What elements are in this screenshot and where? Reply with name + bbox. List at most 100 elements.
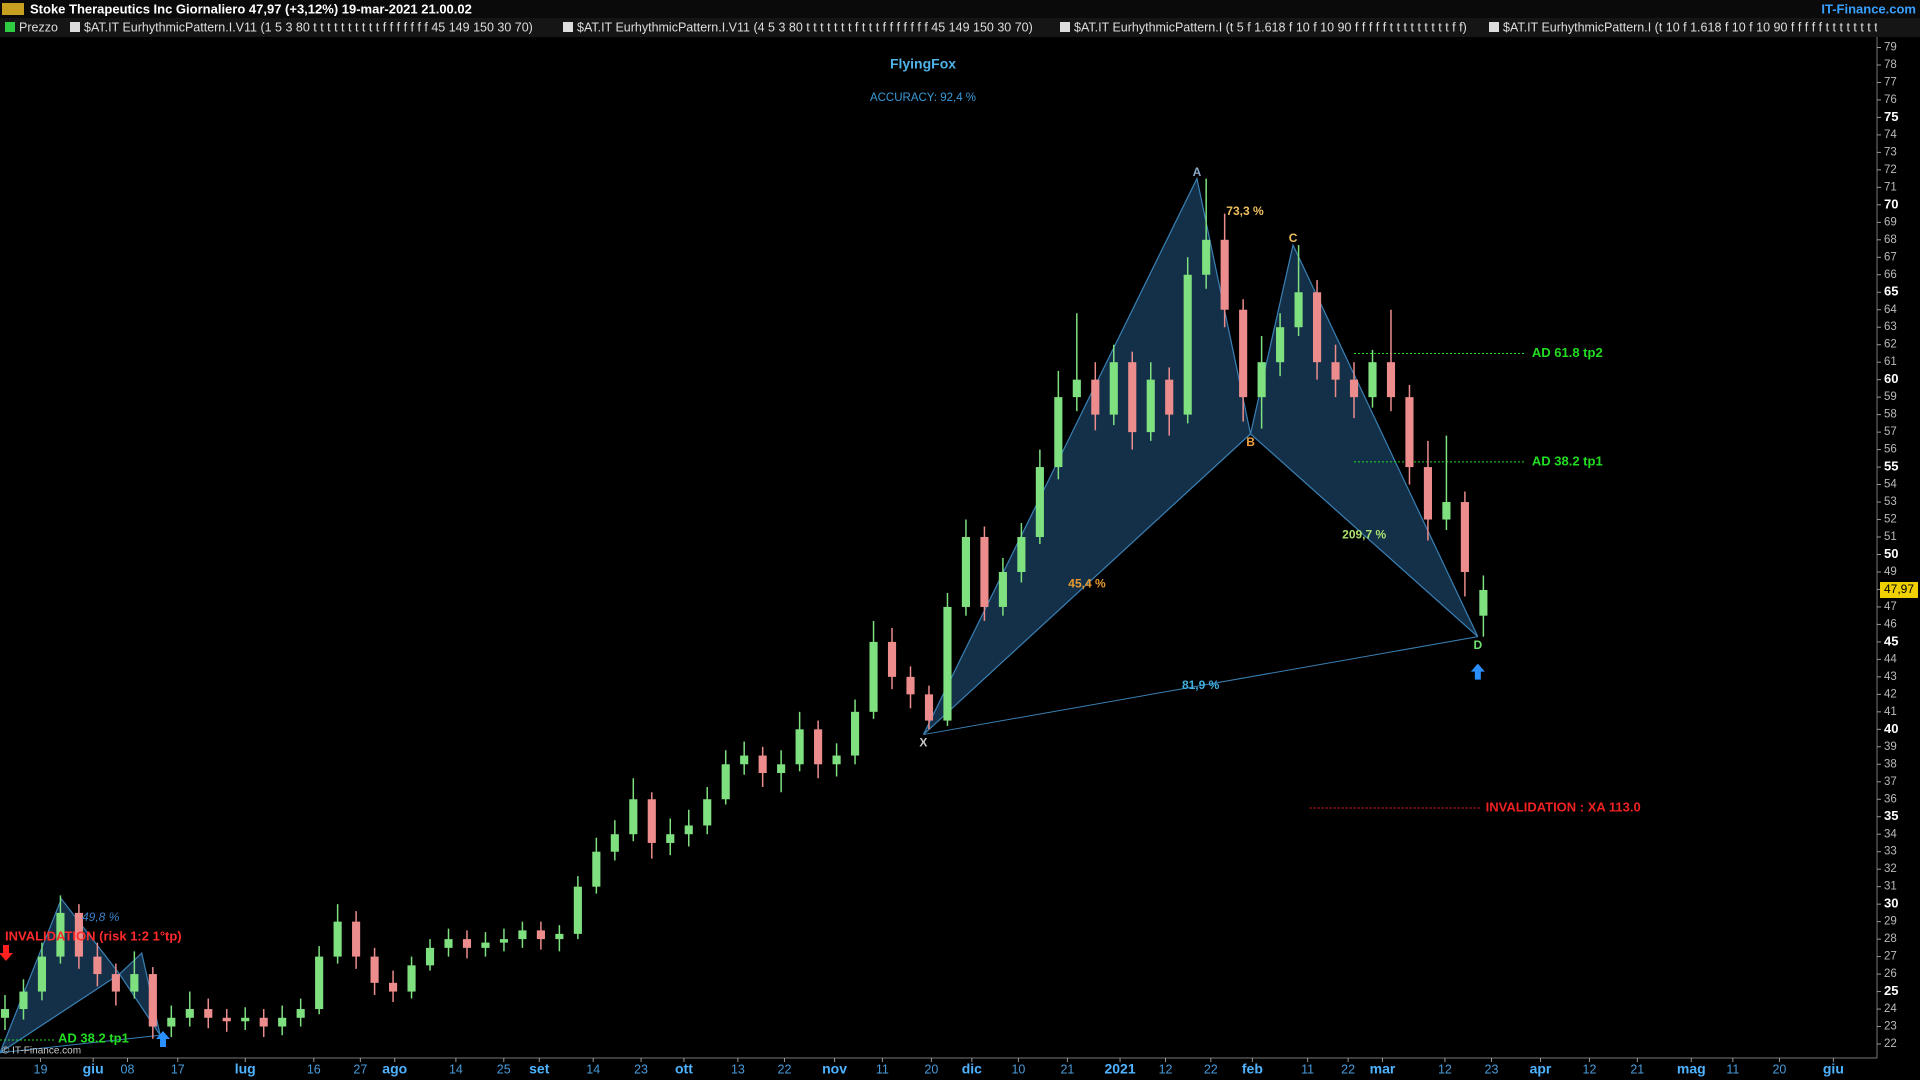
x-tick-label: 22 bbox=[1204, 1062, 1218, 1076]
y-tick-label: 33 bbox=[1884, 846, 1897, 858]
y-tick-label: 46 bbox=[1884, 618, 1897, 630]
legend-label: $AT.IT EurhythmicPattern.I (t 5 f 1.618 … bbox=[1074, 20, 1467, 34]
y-tick-label: 77 bbox=[1884, 76, 1897, 88]
candle-body bbox=[1386, 362, 1396, 398]
y-tick-label: 49 bbox=[1884, 566, 1897, 578]
candle-body bbox=[1054, 397, 1063, 468]
y-tick-label: 59 bbox=[1884, 391, 1897, 403]
y-tick-label: 34 bbox=[1884, 828, 1897, 840]
pattern-xd-line bbox=[0, 1034, 161, 1054]
candle-body bbox=[222, 1017, 231, 1022]
candle-body bbox=[1405, 397, 1414, 468]
x-tick-label: 20 bbox=[1772, 1062, 1786, 1076]
y-tick-label: 61 bbox=[1884, 356, 1897, 368]
x-tick-label: ott bbox=[675, 1061, 693, 1077]
legend-label: Prezzo bbox=[19, 20, 58, 34]
candle-body bbox=[998, 571, 1007, 607]
candle-body bbox=[1165, 379, 1174, 415]
candle-body bbox=[425, 947, 435, 966]
signal-arrow bbox=[156, 1031, 170, 1047]
y-tick-label: 72 bbox=[1884, 164, 1897, 176]
y-tick-label: 63 bbox=[1884, 321, 1897, 333]
footer: © IT-Finance.com bbox=[2, 1046, 81, 1057]
candle-body bbox=[1312, 292, 1322, 363]
candle-body bbox=[850, 711, 860, 756]
y-tick-label: 56 bbox=[1884, 444, 1897, 456]
y-tick-label: 40 bbox=[1884, 721, 1898, 736]
candle-body bbox=[740, 755, 749, 765]
candle-body bbox=[610, 834, 619, 852]
x-tick-label: 08 bbox=[121, 1062, 135, 1076]
candle-body bbox=[462, 939, 472, 948]
y-tick-label: 66 bbox=[1884, 269, 1897, 281]
x-tick-label: lug bbox=[235, 1061, 256, 1077]
y-tick-label: 39 bbox=[1884, 741, 1897, 753]
x-tick-label: 23 bbox=[634, 1062, 648, 1076]
candle-body bbox=[1423, 467, 1433, 520]
candle-body bbox=[555, 933, 564, 940]
legend-swatch bbox=[1060, 22, 1070, 32]
x-tick-label: giu bbox=[83, 1061, 104, 1077]
candle-body bbox=[1017, 537, 1026, 572]
candle-body bbox=[148, 974, 157, 1027]
x-tick-label: 16 bbox=[307, 1062, 321, 1076]
candle-body bbox=[111, 974, 120, 992]
chart-subtitle: ACCURACY: 92,4 % bbox=[870, 92, 976, 104]
plot-area: AD 61.8 tp2 AD 38.2 tp1 INVALIDATION : XA … bbox=[0, 165, 1641, 1054]
x-tick-label: mag bbox=[1677, 1061, 1706, 1077]
y-tick-label: 69 bbox=[1884, 216, 1897, 228]
x-tick-label: 10 bbox=[1011, 1062, 1025, 1076]
y-tick-label: 74 bbox=[1884, 129, 1897, 141]
y-tick-label: 30 bbox=[1884, 896, 1898, 911]
candle-body bbox=[592, 851, 601, 887]
legend-item: $AT.IT EurhythmicPattern.I.V11 (1 5 3 80… bbox=[70, 20, 533, 34]
candle-body bbox=[1331, 362, 1340, 380]
y-axis: 22 23 24 25 26 27 28 29 30 31 32 33 34 35 36 37 38 39 40 41… bbox=[1877, 42, 1898, 1050]
y-tick-label: 25 bbox=[1884, 983, 1898, 998]
y-tick-label: 37 bbox=[1884, 776, 1897, 788]
candle-body bbox=[1109, 362, 1118, 415]
candle-body bbox=[1035, 467, 1044, 538]
y-tick-label: 78 bbox=[1884, 59, 1897, 71]
candle-body bbox=[869, 641, 878, 712]
level-label: INVALIDATION : XA 113.0 bbox=[1486, 799, 1641, 814]
y-tick-label: 26 bbox=[1884, 968, 1897, 980]
y-tick-label: 43 bbox=[1884, 671, 1897, 683]
invalidation-note: INVALIDATION (risk 1:2 1°tp) bbox=[5, 928, 182, 943]
candle-body bbox=[185, 1009, 194, 1018]
x-tick-label: 25 bbox=[497, 1062, 511, 1076]
candle-body bbox=[518, 930, 527, 940]
pattern-point-label: X bbox=[919, 736, 927, 750]
x-tick-label: 11 bbox=[1301, 1062, 1314, 1076]
ratio-note: 49,8 % bbox=[82, 910, 120, 924]
legend-item: $AT.IT EurhythmicPattern.I (t 5 f 1.618 … bbox=[1060, 20, 1467, 34]
candle-body bbox=[407, 965, 416, 992]
candle-body bbox=[1368, 362, 1377, 398]
candle-body bbox=[814, 729, 823, 765]
candle-body bbox=[887, 641, 897, 677]
y-tick-label: 65 bbox=[1884, 284, 1898, 299]
x-tick-label: nov bbox=[822, 1061, 847, 1077]
pattern-ratio: 73,3 % bbox=[1226, 204, 1264, 218]
candle-body bbox=[924, 694, 934, 721]
y-tick-label: 70 bbox=[1884, 196, 1898, 211]
last-price-label: 47,97 bbox=[1884, 582, 1914, 596]
y-tick-label: 62 bbox=[1884, 339, 1897, 351]
legend: Prezzo $AT.IT EurhythmicPattern.I.V11 (1 … bbox=[5, 20, 1877, 34]
candle-body bbox=[481, 942, 490, 948]
y-tick-label: 29 bbox=[1884, 916, 1897, 928]
title-bar bbox=[0, 0, 1920, 18]
candle-body bbox=[684, 825, 693, 835]
legend-bar bbox=[0, 18, 1920, 37]
candle-body bbox=[721, 764, 730, 800]
candle-body bbox=[573, 886, 582, 934]
candle-body bbox=[758, 755, 767, 774]
x-tick-label: 14 bbox=[586, 1062, 600, 1076]
x-tick-label: 2021 bbox=[1104, 1061, 1135, 1077]
x-tick-label: 19 bbox=[34, 1062, 48, 1076]
y-tick-label: 67 bbox=[1884, 251, 1897, 263]
candle-body bbox=[333, 921, 342, 957]
candle-body bbox=[1202, 239, 1211, 275]
pattern-ratio: 45,4 % bbox=[1068, 576, 1106, 590]
